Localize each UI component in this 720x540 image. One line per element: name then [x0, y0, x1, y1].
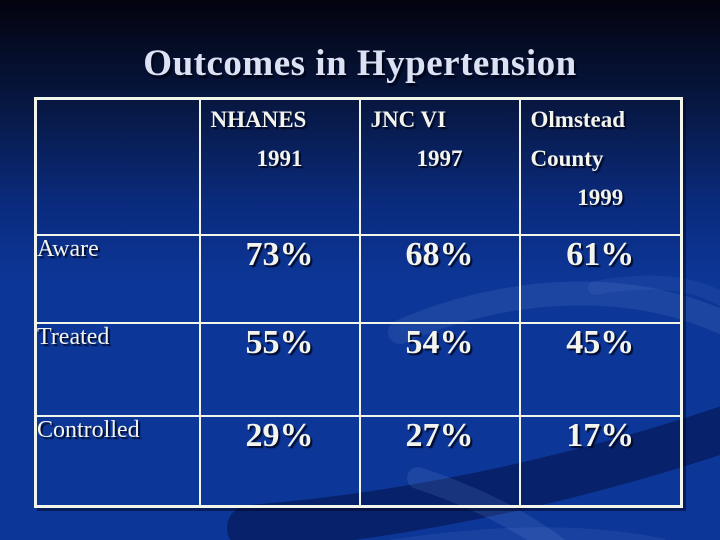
col-header-olmstead: Olmstead County 1999: [518, 97, 683, 236]
slide-title: Outcomes in Hypertension: [143, 43, 577, 84]
cell-controlled-jnc: 27%: [358, 414, 521, 508]
cell-controlled-olmstead: 17%: [518, 414, 683, 508]
row-label-treated: Treated: [34, 321, 201, 417]
table-row-controlled: Controlled 29% 27% 17%: [34, 414, 683, 508]
table-row-treated: Treated 55% 54% 45%: [34, 321, 683, 417]
col-header-nhanes-year: 1991: [256, 146, 303, 171]
row-label-aware: Aware: [34, 233, 201, 324]
col-header-jnc-year: 1997: [416, 146, 463, 171]
col-header-olmstead-year: 1999: [577, 185, 624, 210]
corner-cell: [34, 97, 201, 236]
cell-aware-jnc: 68%: [358, 233, 521, 324]
col-header-jnc: JNC VI 1997: [358, 97, 521, 236]
cell-treated-nhanes: 55%: [198, 321, 361, 417]
outcomes-table: NHANES 1991 JNC VI 1997 Olmstead County …: [34, 97, 683, 508]
col-header-nhanes: NHANES 1991: [198, 97, 361, 236]
col-header-jnc-name: JNC VI: [370, 107, 447, 132]
table-row-aware: Aware 73% 68% 61%: [34, 233, 683, 324]
cell-controlled-nhanes: 29%: [198, 414, 361, 508]
cell-aware-olmstead: 61%: [518, 233, 683, 324]
col-header-olmstead-name2: County: [530, 146, 604, 171]
col-header-olmstead-name: Olmstead: [530, 107, 626, 132]
cell-treated-olmstead: 45%: [518, 321, 683, 417]
cell-aware-nhanes: 73%: [198, 233, 361, 324]
row-label-controlled: Controlled: [34, 414, 201, 508]
cell-treated-jnc: 54%: [358, 321, 521, 417]
col-header-nhanes-name: NHANES: [210, 107, 307, 132]
